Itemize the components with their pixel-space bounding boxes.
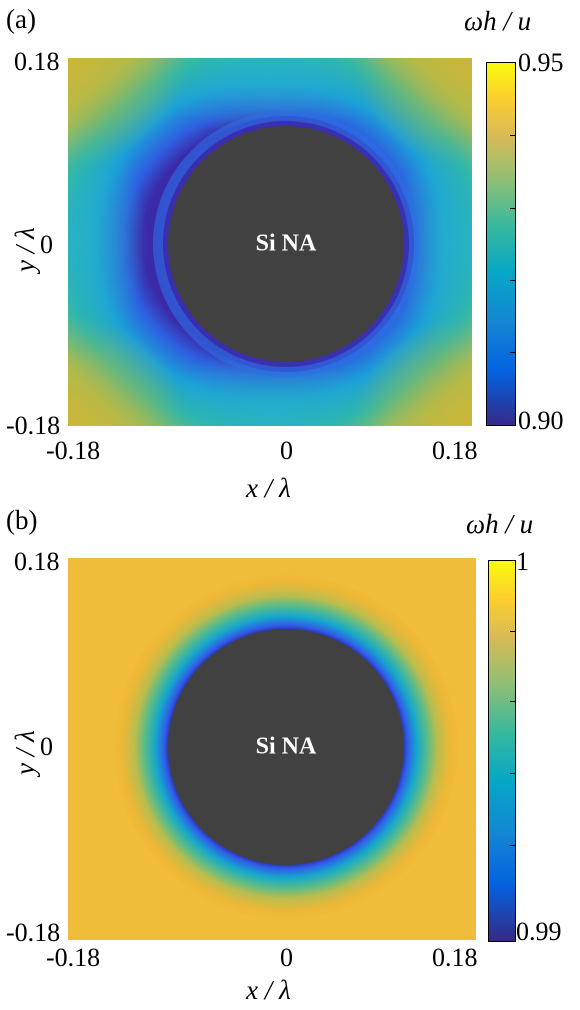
x-tick-right: 0.18 bbox=[432, 436, 478, 465]
heatmap-svg bbox=[68, 58, 472, 426]
heatmap-plot: Si NA bbox=[68, 58, 472, 426]
panel-a: (a) bbox=[6, 4, 564, 503]
particle-disk bbox=[168, 126, 404, 362]
heatmap-plot: Si NA bbox=[68, 558, 476, 940]
y-tick-mid: 0 bbox=[40, 732, 53, 761]
y-tick-bottom: -0.18 bbox=[6, 411, 61, 440]
y-tick-top: 0.18 bbox=[14, 47, 60, 76]
x-axis-label: x / λ bbox=[246, 975, 291, 1005]
y-tick-top: 0.18 bbox=[14, 547, 60, 576]
x-tick-mid: 0 bbox=[280, 436, 293, 465]
x-tick-right: 0.18 bbox=[432, 943, 478, 972]
colorbar bbox=[488, 560, 516, 942]
colorbar-max-label: 1 bbox=[516, 547, 529, 576]
x-tick-left: -0.18 bbox=[46, 436, 101, 465]
y-tick-bottom: -0.18 bbox=[6, 918, 61, 947]
panel-label: (b) bbox=[6, 505, 38, 535]
field-halo-ring bbox=[153, 111, 419, 377]
panel-label: (a) bbox=[6, 4, 36, 34]
colorbar-title: ωh / u bbox=[464, 6, 532, 36]
particle-label: Si NA bbox=[255, 230, 317, 257]
colorbar-max-label: 0.95 bbox=[518, 48, 564, 77]
x-axis-label: x / λ bbox=[246, 473, 291, 503]
x-tick-left: -0.18 bbox=[46, 943, 101, 972]
x-tick-mid: 0 bbox=[280, 943, 293, 972]
colorbar-min-label: 0.99 bbox=[516, 917, 562, 946]
y-axis-label: y / λ bbox=[10, 730, 40, 775]
particle-disk bbox=[168, 629, 404, 865]
y-axis-label: y / λ bbox=[10, 227, 40, 272]
field-edge-top bbox=[150, 58, 390, 138]
heatmap-svg bbox=[68, 558, 476, 940]
colorbar bbox=[486, 62, 516, 426]
y-tick-mid: 0 bbox=[40, 230, 53, 259]
panel-b: (b) Si NA 0.18 0 -0.18 bbox=[0, 505, 580, 1010]
colorbar-title: ωh / u bbox=[466, 509, 534, 539]
colorbar-min-label: 0.90 bbox=[518, 406, 564, 435]
field-edge-right bbox=[392, 122, 472, 362]
field-edge-left bbox=[68, 122, 148, 362]
particle-label: Si NA bbox=[255, 733, 317, 760]
